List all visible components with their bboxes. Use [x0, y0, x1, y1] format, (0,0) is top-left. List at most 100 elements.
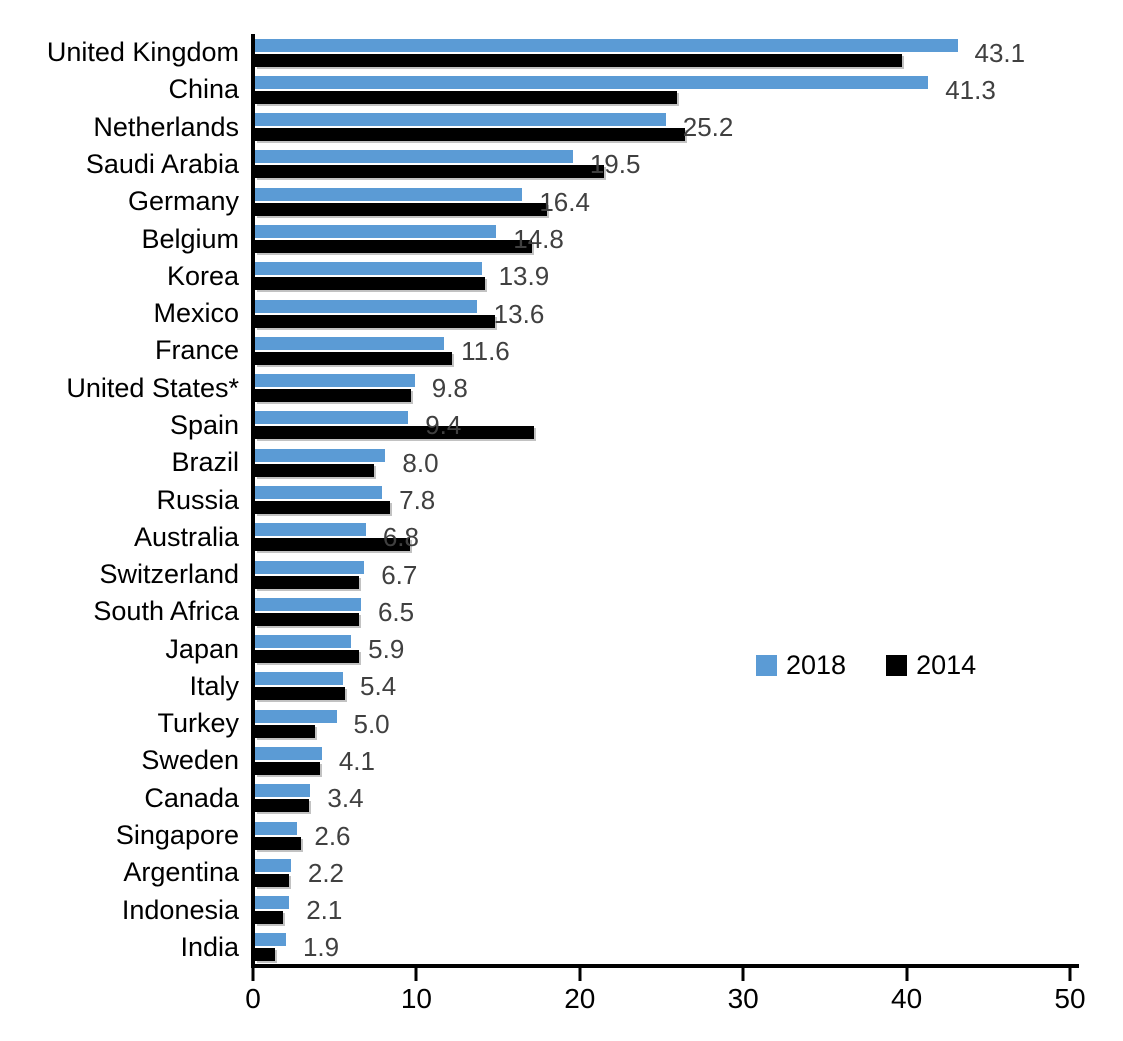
- value-label: 1.9: [302, 932, 340, 963]
- chart-row: Argentina 2.2: [0, 854, 1123, 891]
- x-tick-label: 40: [891, 983, 923, 1014]
- x-tick-mark: [741, 968, 745, 981]
- value-label: 2.2: [307, 857, 345, 888]
- x-axis-line: [251, 964, 1079, 968]
- bar-2014: [255, 463, 374, 477]
- bar-group: 9.4: [255, 407, 1070, 444]
- bar-2014: [255, 873, 290, 887]
- value-label: 14.8: [513, 224, 564, 255]
- bar-2018: [255, 187, 523, 201]
- bar-2018: [255, 262, 482, 276]
- bar-2014: [255, 799, 309, 813]
- bar-2018: [255, 821, 298, 835]
- bar-2018: [255, 336, 445, 350]
- chart-row: Spain 9.4: [0, 407, 1123, 444]
- bar-2014: [255, 687, 345, 701]
- x-tick-label: 10: [400, 983, 432, 1014]
- bar-2014: [255, 314, 495, 328]
- value-label: 7.8: [399, 485, 436, 516]
- category-label: Germany: [127, 186, 239, 217]
- bar-2018: [255, 299, 477, 313]
- value-label: 13.6: [493, 298, 545, 329]
- bar-2014: [255, 724, 316, 738]
- bar-2014: [255, 612, 360, 626]
- legend-swatch-2018: [756, 655, 777, 676]
- category-label: United Kingdom: [46, 37, 239, 68]
- chart-row: India 1.9: [0, 929, 1123, 966]
- bar-group: 6.5: [255, 593, 1070, 630]
- value-label: 41.3: [945, 74, 996, 105]
- bar-2014: [255, 202, 547, 216]
- value-label: 6.7: [381, 559, 418, 590]
- x-tick-mark: [905, 968, 909, 981]
- x-tick-label: 20: [564, 983, 596, 1014]
- category-label: South Africa: [93, 596, 239, 627]
- bar-2014: [255, 90, 678, 104]
- bar-2018: [255, 448, 386, 462]
- bar-2014: [255, 836, 301, 850]
- bar-group: 3.4: [255, 780, 1070, 817]
- chart-row: Canada 3.4: [0, 780, 1123, 817]
- legend-swatch-2014: [886, 655, 908, 676]
- category-label: Saudi Arabia: [85, 148, 239, 179]
- chart-row: South Africa 6.5: [0, 593, 1123, 630]
- category-label: India: [180, 931, 239, 962]
- category-label: Korea: [166, 260, 239, 291]
- chart-row: Germany 16.4: [0, 183, 1123, 220]
- category-label: Turkey: [157, 708, 239, 739]
- value-label: 6.5: [377, 596, 415, 627]
- bar-2018: [255, 411, 409, 425]
- bar-group: 11.6: [255, 332, 1070, 369]
- value-label: 5.4: [360, 671, 397, 702]
- category-label: Russia: [156, 484, 239, 515]
- chart-row: Australia 6.8: [0, 519, 1123, 556]
- bar-2014: [255, 761, 321, 775]
- bar-2014: [255, 277, 485, 291]
- category-label: Belgium: [141, 223, 239, 254]
- bar-group: 25.2: [255, 109, 1070, 146]
- chart-row: Korea 13.9: [0, 258, 1123, 295]
- value-label: 4.1: [338, 745, 375, 776]
- value-label: 25.2: [682, 112, 734, 143]
- category-label: France: [154, 335, 239, 366]
- value-label: 9.8: [431, 373, 468, 404]
- category-label: Brazil: [171, 447, 239, 478]
- chart-row: Belgium 14.8: [0, 220, 1123, 257]
- category-label: Argentina: [123, 857, 239, 888]
- category-label: Australia: [133, 521, 239, 552]
- value-label: 43.1: [974, 37, 1026, 68]
- bar-2018: [255, 746, 322, 760]
- bar-2018: [255, 374, 415, 388]
- bar-2018: [255, 486, 383, 500]
- bar-2018: [255, 709, 337, 723]
- category-label: United States*: [66, 372, 239, 403]
- bar-group: 9.8: [255, 370, 1070, 407]
- bar-2014: [255, 351, 453, 365]
- category-label: Netherlands: [93, 111, 239, 142]
- bar-2014: [255, 128, 686, 142]
- value-label: 5.9: [368, 634, 405, 665]
- chart-row: Mexico 13.6: [0, 295, 1123, 332]
- category-label: Sweden: [141, 745, 239, 776]
- bar-group: 2.1: [255, 891, 1070, 928]
- chart-plot-rows: United Kingdom 43.1 China 41.3 Netherlands 25…: [0, 34, 1123, 966]
- chart-row: Sweden 4.1: [0, 742, 1123, 779]
- bar-group: 43.1: [255, 34, 1070, 71]
- category-label: Canada: [144, 782, 239, 813]
- bar-2014: [255, 240, 533, 254]
- value-label: 13.9: [498, 261, 550, 292]
- bar-group: 4.1: [255, 742, 1070, 779]
- value-label: 5.0: [353, 708, 390, 739]
- value-label: 2.1: [306, 895, 343, 926]
- x-tick-label: 0: [245, 983, 261, 1014]
- bar-2018: [255, 150, 573, 164]
- category-label: Japan: [165, 633, 239, 664]
- value-label: 11.6: [461, 335, 510, 366]
- chart-row: Indonesia 2.1: [0, 891, 1123, 928]
- x-tick-label: 30: [727, 983, 759, 1014]
- bar-2018: [255, 896, 290, 910]
- value-label: 2.6: [314, 820, 351, 851]
- chart-row: Singapore 2.6: [0, 817, 1123, 854]
- bar-group: 41.3: [255, 71, 1070, 108]
